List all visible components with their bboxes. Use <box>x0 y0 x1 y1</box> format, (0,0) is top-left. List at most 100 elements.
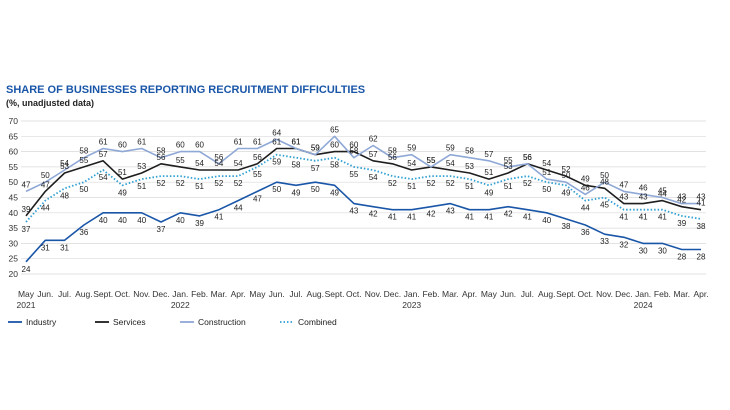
x-tick-label: Dec. <box>615 289 632 299</box>
data-label-industry: 31 <box>60 243 69 252</box>
data-label-construction: 47 <box>619 180 628 189</box>
data-label-industry: 30 <box>639 246 648 255</box>
data-label-services: 55 <box>79 156 88 165</box>
data-label-industry: 50 <box>311 185 320 194</box>
data-label-services: 43 <box>639 193 648 202</box>
data-label-industry: 36 <box>79 228 88 237</box>
data-label-services: 51 <box>484 168 493 177</box>
data-label-services: 53 <box>137 162 146 171</box>
data-label-services: 59 <box>311 144 320 153</box>
data-label-construction: 61 <box>292 138 301 147</box>
data-label-construction: 58 <box>349 147 358 156</box>
year-label: 2022 <box>171 300 190 310</box>
data-label-construction: 59 <box>407 144 416 153</box>
data-label-construction: 58 <box>388 147 397 156</box>
x-tick-label: Jan. <box>404 289 420 299</box>
year-label: 2023 <box>402 300 421 310</box>
data-label-construction: 65 <box>330 125 339 134</box>
y-tick-label: 35 <box>9 223 19 233</box>
data-label-construction: 60 <box>118 141 127 150</box>
data-label-combined: 52 <box>523 179 532 188</box>
data-label-industry: 32 <box>619 240 628 249</box>
x-tick-label: Sept. <box>556 289 576 299</box>
y-tick-label: 25 <box>9 254 19 264</box>
x-tick-label: Mar. <box>673 289 690 299</box>
data-label-services: 56 <box>523 153 532 162</box>
data-label-services: 53 <box>504 162 513 171</box>
x-tick-label: Sept. <box>93 289 113 299</box>
x-tick-label: Dec. <box>384 289 401 299</box>
data-label-industry: 37 <box>157 225 166 234</box>
data-label-construction: 60 <box>195 141 204 150</box>
x-tick-label: Aug. <box>538 289 556 299</box>
data-label-industry: 47 <box>253 194 262 203</box>
x-tick-label: Jun. <box>500 289 516 299</box>
data-label-construction: 56 <box>214 153 223 162</box>
data-label-combined: 52 <box>176 179 185 188</box>
legend-label-construction: Construction <box>198 317 246 327</box>
data-label-construction: 58 <box>79 147 88 156</box>
data-label-combined: 48 <box>60 191 69 200</box>
data-label-combined: 54 <box>99 173 108 182</box>
data-label-construction: 61 <box>234 138 243 147</box>
data-label-combined: 58 <box>330 161 339 170</box>
series-line-combined <box>25 153 702 223</box>
data-label-combined: 41 <box>658 213 667 222</box>
data-label-industry: 49 <box>292 188 301 197</box>
data-label-industry: 40 <box>176 216 185 225</box>
series-line-services <box>25 147 702 217</box>
x-tick-label: Jun. <box>37 289 53 299</box>
x-tick-label: Sept. <box>325 289 345 299</box>
data-label-construction: 46 <box>581 183 590 192</box>
series-line-construction <box>25 135 701 205</box>
data-label-combined: 59 <box>272 158 281 167</box>
data-label-combined: 41 <box>619 213 628 222</box>
data-label-combined: 50 <box>542 185 551 194</box>
x-tick-label: Oct. <box>346 289 362 299</box>
x-tick-label: Jul. <box>521 289 534 299</box>
data-label-services: 54 <box>542 159 551 168</box>
x-tick-label: Jan. <box>172 289 188 299</box>
data-label-combined: 52 <box>427 179 436 188</box>
data-label-services: 48 <box>600 177 609 186</box>
data-label-combined: 44 <box>41 204 50 213</box>
data-label-construction: 58 <box>157 147 166 156</box>
data-label-services: 57 <box>369 150 378 159</box>
data-label-construction: 59 <box>311 144 320 153</box>
x-tick-label: Mar. <box>442 289 459 299</box>
y-tick-label: 30 <box>9 238 19 248</box>
x-tick-label: Jan. <box>635 289 651 299</box>
chart-subtitle: (%, unadjusted data) <box>6 98 94 108</box>
data-label-services: 44 <box>658 190 667 199</box>
data-label-services: 54 <box>234 159 243 168</box>
data-label-construction: 43 <box>677 193 686 202</box>
data-label-industry: 40 <box>118 216 127 225</box>
data-label-services: 60 <box>330 141 339 150</box>
data-label-industry: 41 <box>523 213 532 222</box>
data-label-combined: 51 <box>504 182 513 191</box>
year-label: 2021 <box>17 300 36 310</box>
data-label-services: 53 <box>465 162 474 171</box>
data-label-combined: 41 <box>639 213 648 222</box>
data-label-industry: 24 <box>22 265 31 274</box>
data-label-industry: 41 <box>214 213 223 222</box>
x-tick-label: Aug. <box>75 289 93 299</box>
data-label-construction: 56 <box>523 153 532 162</box>
data-label-construction: 46 <box>639 183 648 192</box>
data-label-services: 56 <box>253 153 262 162</box>
data-label-industry: 44 <box>234 204 243 213</box>
data-label-industry: 41 <box>465 213 474 222</box>
data-label-industry: 40 <box>542 216 551 225</box>
data-label-combined: 51 <box>465 182 474 191</box>
data-label-combined: 55 <box>253 170 262 179</box>
data-label-construction: 61 <box>99 138 108 147</box>
data-label-industry: 41 <box>407 213 416 222</box>
series-line-industry <box>25 181 701 263</box>
data-label-industry: 50 <box>272 185 281 194</box>
x-tick-label: Mar. <box>211 289 228 299</box>
data-label-industry: 41 <box>388 213 397 222</box>
data-label-construction: 51 <box>542 168 551 177</box>
data-label-combined: 51 <box>195 182 204 191</box>
data-label-services: 54 <box>407 159 416 168</box>
